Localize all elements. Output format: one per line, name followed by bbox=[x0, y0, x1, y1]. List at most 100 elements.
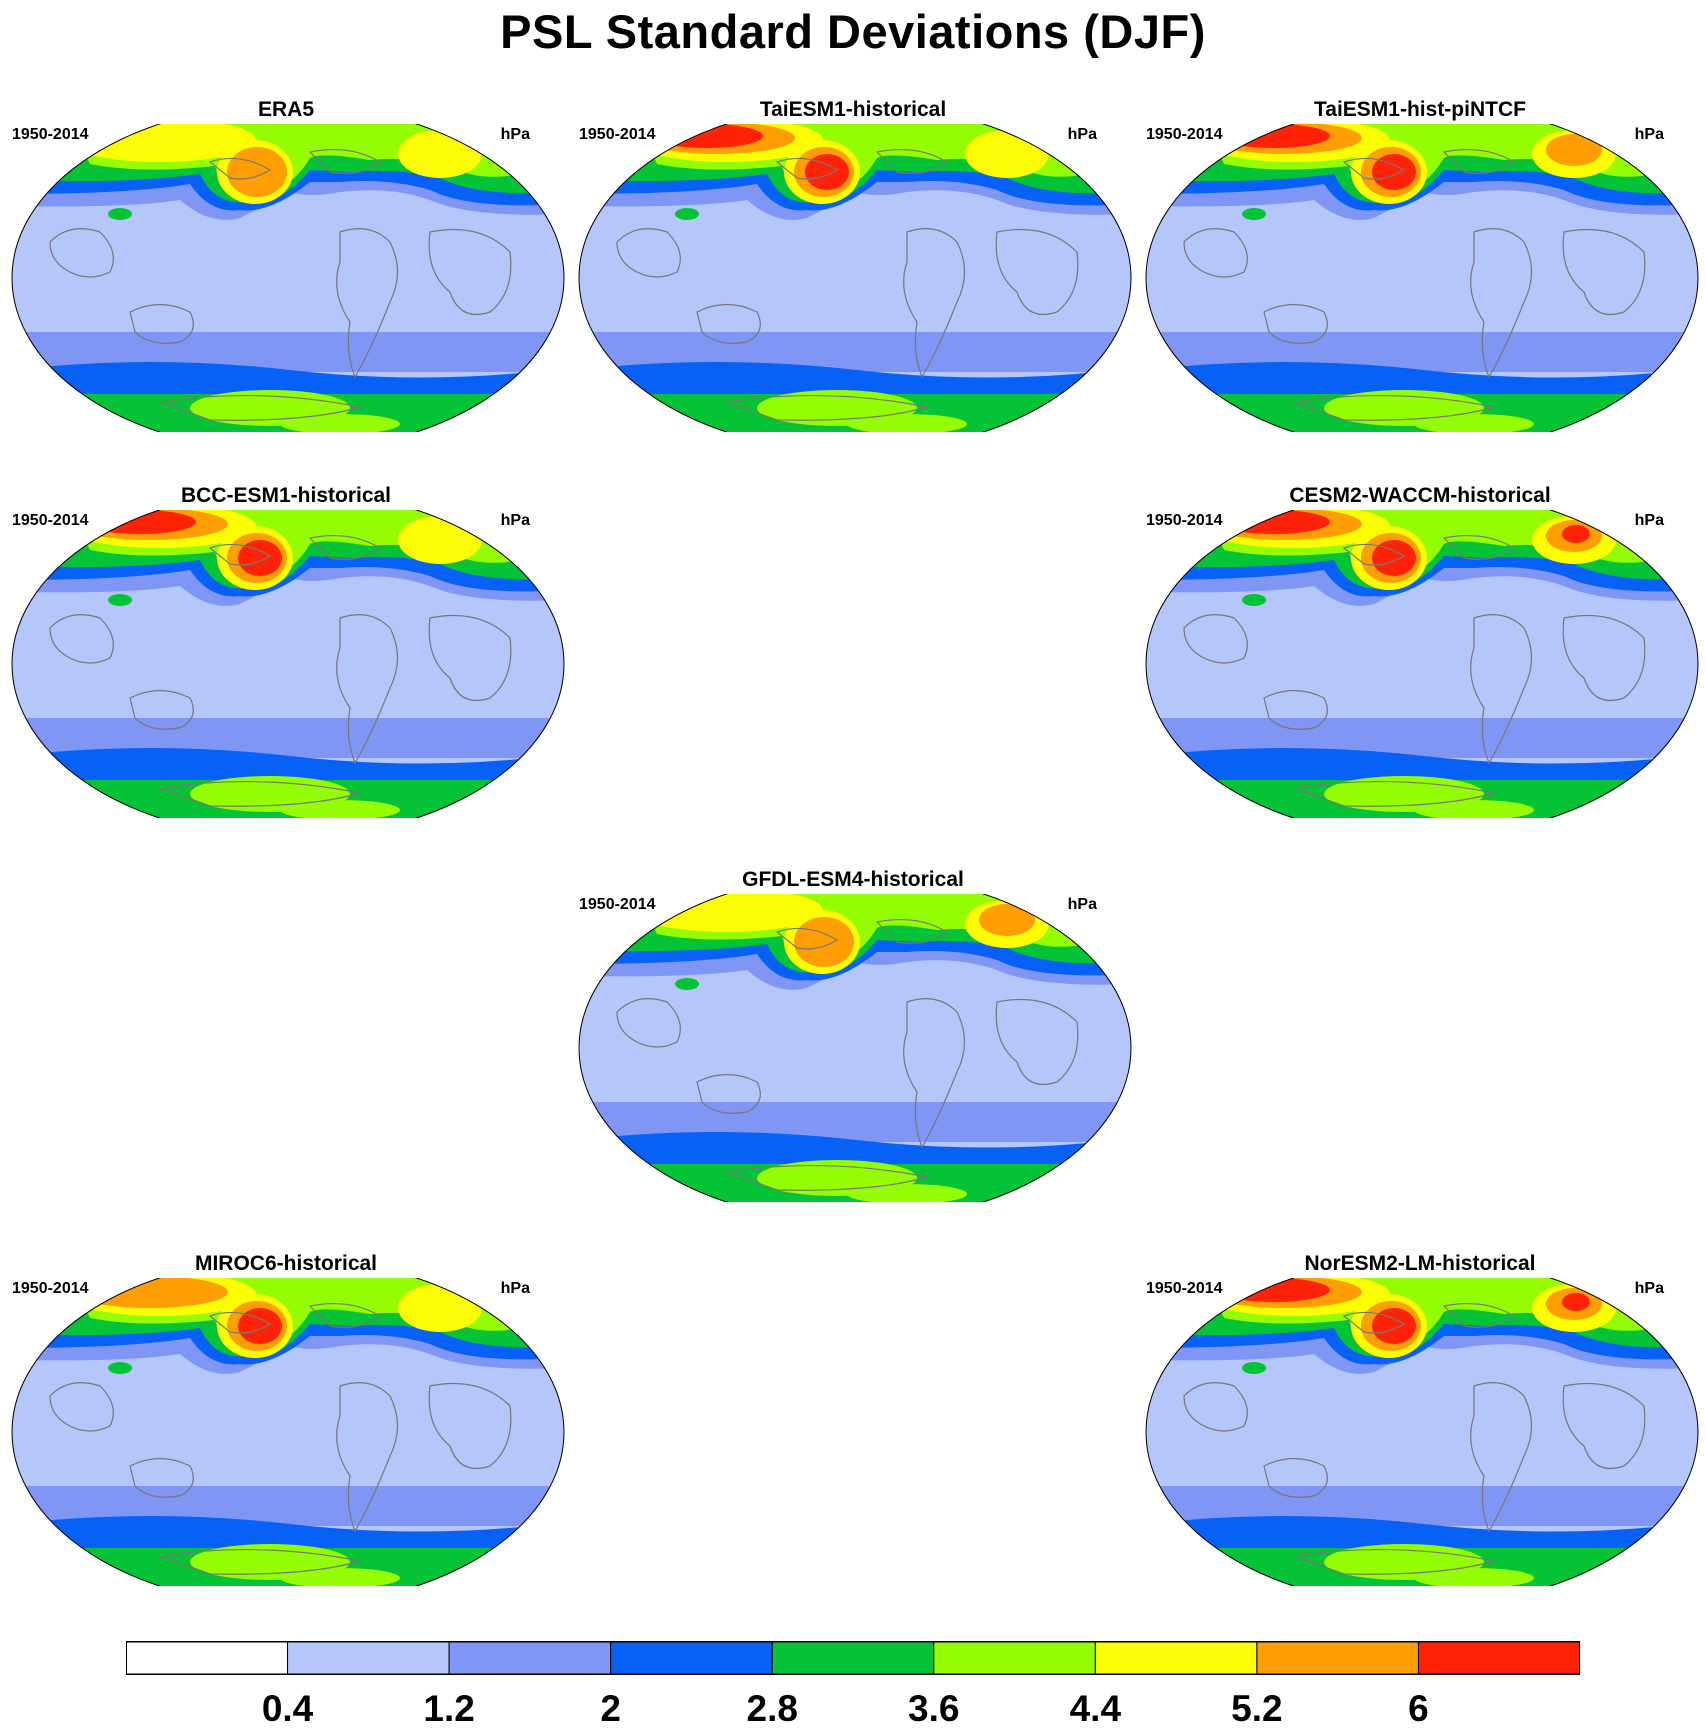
world-map bbox=[1145, 510, 1699, 818]
field-level-8 bbox=[651, 124, 763, 148]
map-panel-taiesm1-hist-pintcf: TaiESM1-hist-piNTCF 1950-2014 hPa bbox=[1136, 98, 1704, 478]
period-label: 1950-2014 bbox=[1146, 126, 1223, 143]
world-map bbox=[578, 124, 1132, 432]
colorbar-swatch-3 bbox=[610, 1641, 773, 1675]
units-label: hPa bbox=[1067, 896, 1097, 913]
map-outline bbox=[1145, 1278, 1699, 1586]
coastline bbox=[1562, 1383, 1646, 1470]
coastline bbox=[1562, 229, 1646, 316]
map-outline bbox=[578, 124, 1132, 432]
field-level-5 bbox=[280, 1568, 400, 1586]
coastline bbox=[1183, 614, 1248, 664]
units-label: hPa bbox=[1634, 126, 1664, 143]
field-level-5 bbox=[280, 414, 400, 432]
coastline bbox=[1342, 1311, 1406, 1334]
field-level-8 bbox=[1218, 124, 1330, 148]
map-panel-noresm2-lm-historical: NorESM2-LM-historical 1950-2014 hPa bbox=[1136, 1252, 1704, 1632]
field-level-8 bbox=[805, 154, 849, 190]
world-map bbox=[11, 1278, 565, 1586]
field-level-8 bbox=[1562, 1293, 1590, 1311]
coastline bbox=[1442, 1302, 1516, 1328]
coastline bbox=[726, 1165, 928, 1191]
map-panel-cesm2-waccm-historical: CESM2-WACCM-historical 1950-2014 hPa bbox=[1136, 484, 1704, 864]
field-level-8 bbox=[1372, 540, 1416, 576]
map-panel-taiesm1-historical: TaiESM1-historical 1950-2014 hPa bbox=[569, 98, 1137, 478]
colorbar-border bbox=[126, 1641, 1580, 1675]
coastline bbox=[775, 157, 839, 180]
units-label: hPa bbox=[500, 512, 530, 529]
period-label: 1950-2014 bbox=[1146, 512, 1223, 529]
coastline bbox=[208, 1311, 272, 1334]
coastline bbox=[903, 998, 966, 1149]
coastline bbox=[995, 999, 1079, 1086]
coastline bbox=[1562, 615, 1646, 702]
colorbar-swatch-8 bbox=[1417, 1641, 1580, 1675]
coastline bbox=[875, 918, 949, 944]
units-label: hPa bbox=[500, 1280, 530, 1297]
field-level-3 bbox=[1146, 1516, 1698, 1552]
coastline bbox=[129, 303, 194, 344]
field-level-8 bbox=[1372, 154, 1416, 190]
world-map bbox=[11, 510, 565, 818]
panel-title: GFDL-ESM4-historical bbox=[742, 868, 964, 891]
field-level-5 bbox=[847, 1184, 967, 1202]
panel-title: ERA5 bbox=[257, 98, 315, 121]
colorbar-swatch-4 bbox=[771, 1641, 935, 1675]
field-level-3 bbox=[579, 1132, 1131, 1168]
map-outline bbox=[578, 894, 1132, 1202]
map-panel-gfdl-esm4-historical: GFDL-ESM4-historical 1950-2014 hPa bbox=[569, 868, 1137, 1248]
coastline bbox=[159, 395, 361, 421]
coastline bbox=[129, 689, 194, 730]
coastline bbox=[1442, 534, 1516, 560]
coastline bbox=[308, 148, 382, 174]
units-label: hPa bbox=[1067, 126, 1097, 143]
period-label: 1950-2014 bbox=[579, 126, 656, 143]
field-level-4 bbox=[108, 1362, 132, 1374]
map-panel-bcc-esm1-historical: BCC-ESM1-historical 1950-2014 hPa bbox=[2, 484, 570, 864]
field-level-3 bbox=[12, 362, 564, 398]
colorbar-tick-label: 6 bbox=[1408, 1688, 1429, 1729]
field-level-5 bbox=[280, 800, 400, 818]
coastline bbox=[428, 615, 512, 702]
colorbar-tick-label: 5.2 bbox=[1231, 1688, 1283, 1729]
period-label: 1950-2014 bbox=[12, 512, 89, 529]
coastline bbox=[308, 534, 382, 560]
colorbar-tick-label: 0.4 bbox=[261, 1688, 314, 1729]
field-level-6 bbox=[965, 130, 1049, 178]
coastline bbox=[1293, 395, 1495, 421]
panel-title: MIROC6-historical bbox=[194, 1252, 378, 1275]
map-outline bbox=[11, 510, 565, 818]
field-level-3 bbox=[579, 362, 1131, 398]
field-level-5 bbox=[1414, 1568, 1534, 1586]
colorbar-tick-label: 2.8 bbox=[746, 1688, 798, 1729]
coastline bbox=[1183, 1382, 1248, 1432]
coastline bbox=[336, 614, 399, 765]
map-panel-era5: ERA5 1950-2014 hPa bbox=[2, 98, 570, 478]
field-level-7 bbox=[979, 904, 1035, 936]
field-level-8 bbox=[1562, 525, 1590, 543]
coastline bbox=[1470, 614, 1533, 765]
panel-title: NorESM2-LM-historical bbox=[1304, 1252, 1536, 1275]
colorbar-tick-label: 4.4 bbox=[1069, 1688, 1122, 1729]
period-label: 1950-2014 bbox=[1146, 1280, 1223, 1297]
field-level-4 bbox=[675, 978, 699, 990]
field-level-4 bbox=[675, 208, 699, 220]
coastline bbox=[49, 228, 114, 278]
coastline bbox=[208, 157, 272, 180]
colorbar-tick-label: 1.2 bbox=[423, 1688, 475, 1729]
field-level-8 bbox=[238, 540, 282, 576]
field-level-5 bbox=[1414, 800, 1534, 818]
panel-title: TaiESM1-historical bbox=[759, 98, 947, 121]
world-map bbox=[578, 894, 1132, 1202]
coastline bbox=[308, 1302, 382, 1328]
map-outline bbox=[11, 124, 565, 432]
coastline bbox=[159, 1549, 361, 1575]
world-map bbox=[1145, 124, 1699, 432]
field-level-3 bbox=[12, 1516, 564, 1552]
field-level-4 bbox=[1242, 1362, 1266, 1374]
field-level-7 bbox=[1546, 134, 1602, 166]
coastline bbox=[696, 1073, 761, 1114]
coastline bbox=[616, 228, 681, 278]
field-level-3 bbox=[12, 748, 564, 784]
field-level-4 bbox=[1242, 594, 1266, 606]
